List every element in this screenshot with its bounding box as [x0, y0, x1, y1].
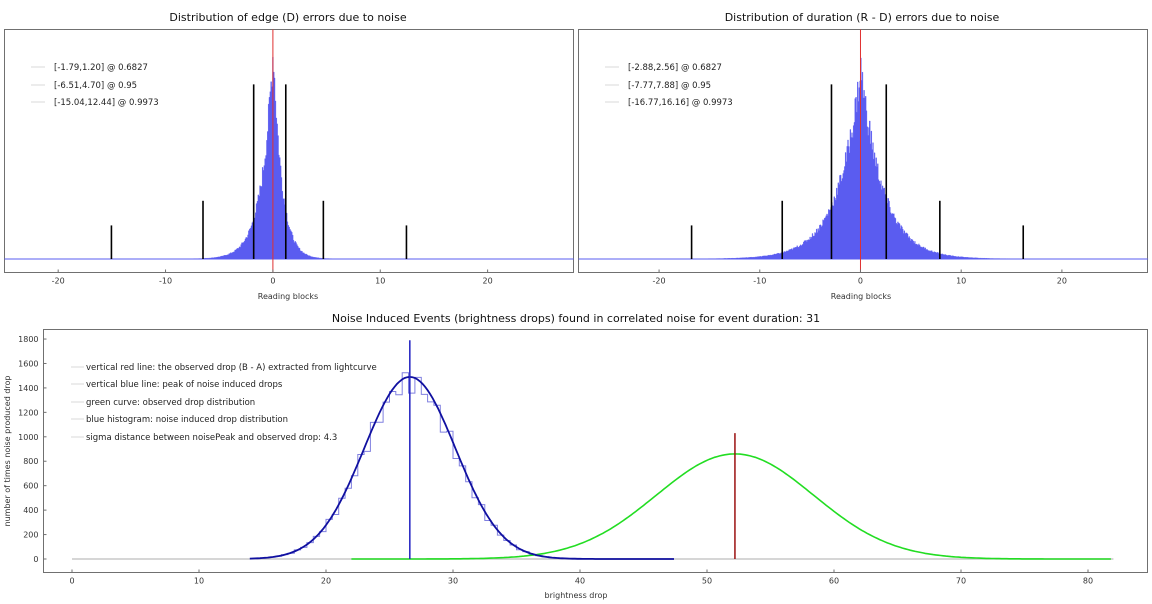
chart-title: Distribution of edge (D) errors due to n… — [169, 11, 406, 24]
x-tick-label: 60 — [829, 577, 839, 586]
x-tick-label: -10 — [159, 277, 172, 286]
y-tick-label: 400 — [23, 506, 38, 515]
x-tick-label: 30 — [448, 577, 458, 586]
plot-area — [72, 340, 1114, 560]
x-tick-label: 20 — [483, 277, 493, 286]
x-axis-label: Reading blocks — [258, 292, 318, 301]
noise-events-chart: Noise Induced Events (brightness drops) … — [3, 312, 1148, 600]
green-curve — [351, 453, 1111, 560]
chart-title: Noise Induced Events (brightness drops) … — [332, 312, 820, 325]
y-tick-label: 0 — [33, 555, 38, 564]
x-tick-label: 40 — [575, 577, 585, 586]
y-tick-label: 800 — [23, 457, 38, 466]
legend-entry: vertical red line: the observed drop (B … — [86, 363, 377, 373]
y-axis: 0 200 400 600 800 1000 1200 1400 1600 1800 — [18, 335, 47, 564]
legend-entry: green curve: observed drop distribution — [86, 398, 255, 408]
histogram — [578, 57, 1149, 260]
y-tick-label: 1000 — [18, 433, 38, 442]
legend: vertical red line: the observed drop (B … — [71, 363, 377, 443]
legend-entry: [-2.88,2.56] @ 0.6827 — [628, 63, 722, 73]
interval-lines — [690, 29, 1025, 273]
histogram — [4, 56, 574, 260]
y-tick-label: 1400 — [18, 384, 38, 393]
legend-entry: [-1.79,1.20] @ 0.6827 — [54, 63, 148, 73]
legend: [-1.79,1.20] @ 0.6827 [-6.51,4.70] @ 0.9… — [31, 63, 159, 108]
legend-entry: vertical blue line: peak of noise induce… — [86, 380, 283, 390]
x-tick-label: 20 — [321, 577, 331, 586]
legend-entry: [-15.04,12.44] @ 0.9973 — [54, 98, 159, 108]
x-tick-label: 0 — [858, 277, 863, 286]
x-tick-label: 10 — [375, 277, 385, 286]
y-tick-label: 1600 — [18, 359, 38, 368]
duration-error-chart: Distribution of duration (R - D) errors … — [578, 11, 1149, 301]
x-tick-label: -20 — [52, 277, 65, 286]
x-axis: 0 10 20 30 40 50 60 70 80 — [69, 569, 1093, 586]
x-tick-label: -10 — [753, 277, 766, 286]
y-tick-label: 1200 — [18, 408, 38, 417]
chart-title: Distribution of duration (R - D) errors … — [725, 11, 1000, 24]
blue-histogram — [262, 372, 587, 560]
legend-entry: sigma distance between noisePeak and obs… — [86, 433, 337, 443]
legend-entry: [-7.77,7.88] @ 0.95 — [628, 81, 711, 91]
x-tick-label: 10 — [194, 577, 204, 586]
x-axis-label: Reading blocks — [831, 292, 891, 301]
y-tick-label: 200 — [23, 531, 38, 540]
y-tick-label: 1800 — [18, 335, 38, 344]
x-tick-label: 0 — [69, 577, 74, 586]
legend-entry: blue histogram: noise induced drop distr… — [86, 415, 288, 425]
x-axis: -20 -10 0 10 20 — [653, 269, 1067, 286]
x-tick-label: 70 — [956, 577, 966, 586]
x-tick-label: 0 — [270, 277, 275, 286]
x-tick-label: 50 — [702, 577, 712, 586]
y-axis-label: number of times noise produced drop — [3, 376, 12, 527]
legend-entry: [-6.51,4.70] @ 0.95 — [54, 81, 137, 91]
x-axis-label: brightness drop — [545, 591, 608, 600]
x-tick-label: 10 — [956, 277, 966, 286]
x-tick-label: -20 — [653, 277, 666, 286]
x-axis: -20 -10 0 10 20 — [52, 269, 493, 286]
legend: [-2.88,2.56] @ 0.6827 [-7.77,7.88] @ 0.9… — [605, 63, 733, 108]
edge-error-chart: Distribution of edge (D) errors due to n… — [4, 11, 574, 301]
y-tick-label: 600 — [23, 482, 38, 491]
x-tick-label: 80 — [1083, 577, 1093, 586]
legend-entry: [-16.77,16.16] @ 0.9973 — [628, 98, 733, 108]
plot-frame — [43, 329, 1148, 573]
blue-curve — [249, 375, 674, 560]
x-tick-label: 20 — [1057, 277, 1067, 286]
interval-lines — [110, 29, 408, 273]
